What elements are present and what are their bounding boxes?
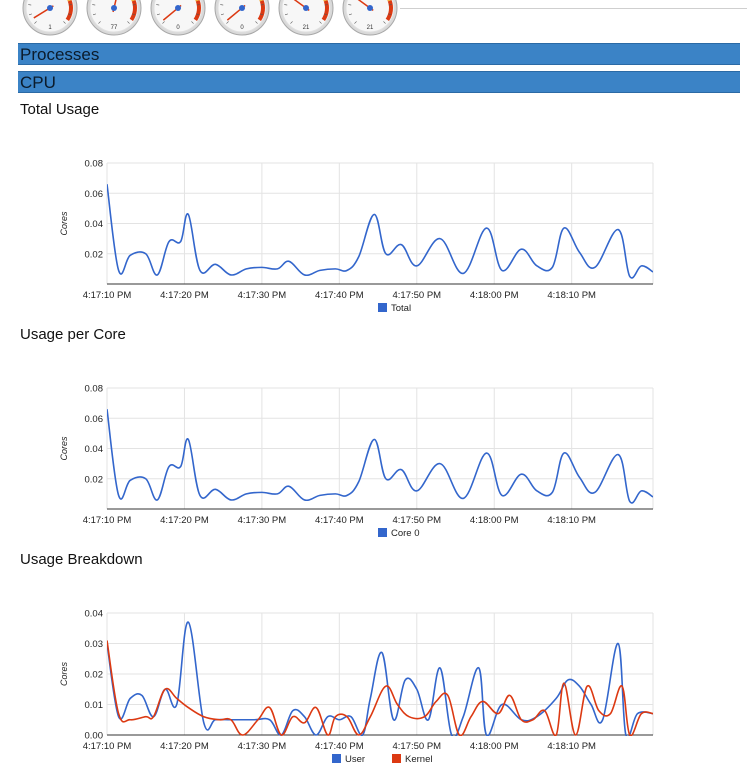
cpu-gauge: 21 xyxy=(278,0,334,36)
chart-usage-breakdown: 4:17:10 PM 4:17:20 PM 4:17:30 PM 4:17:40 PM… xyxy=(59,609,654,765)
x-tick-label: 4:17:10 PM xyxy=(83,515,132,526)
x-tick-label: 4:17:20 PM xyxy=(160,741,209,752)
x-tick-label: 4:17:50 PM xyxy=(392,741,441,752)
x-tick-label: 4:18:00 PM xyxy=(470,741,519,752)
cpu-gauge: 0 xyxy=(150,0,206,36)
y-tick-label: 0.04 xyxy=(85,219,104,230)
x-tick-label: 4:17:40 PM xyxy=(315,515,364,526)
legend-label: Kernel xyxy=(405,754,432,765)
y-tick-label: 0.04 xyxy=(85,444,104,455)
y-tick-label: 0.04 xyxy=(85,609,104,620)
series-line-kernel xyxy=(107,640,653,736)
gauge-value-label: 0 xyxy=(240,25,244,31)
cpu-gauge: 21 xyxy=(342,0,398,36)
legend-swatch xyxy=(332,754,341,763)
x-tick-label: 4:17:20 PM xyxy=(160,290,209,301)
y-axis-label: Cores xyxy=(59,436,69,461)
x-tick-label: 4:17:30 PM xyxy=(238,741,287,752)
chart-title-usage-breakdown: Usage Breakdown xyxy=(20,551,143,568)
section-cpu[interactable]: CPU xyxy=(18,71,740,93)
x-tick-label: 4:18:10 PM xyxy=(547,741,596,752)
cpu-gauge: 77 xyxy=(86,0,142,36)
series-line-total xyxy=(107,184,653,279)
x-tick-label: 4:17:50 PM xyxy=(392,290,441,301)
series-line-core-0 xyxy=(107,409,653,504)
x-tick-label: 4:17:50 PM xyxy=(392,515,441,526)
series-line-user xyxy=(107,621,653,736)
y-tick-label: 0.08 xyxy=(85,384,104,395)
y-tick-label: 0.06 xyxy=(85,414,104,425)
chart-title-usage-per-core: Usage per Core xyxy=(20,326,126,343)
x-tick-label: 4:18:10 PM xyxy=(547,515,596,526)
legend-label: Core 0 xyxy=(391,528,420,539)
y-tick-label: 0.02 xyxy=(85,249,104,260)
y-tick-label: 0.06 xyxy=(85,189,104,200)
gauge-value-label: 1 xyxy=(48,25,52,31)
chart-usage-per-core: 4:17:10 PM 4:17:20 PM 4:17:30 PM 4:17:40 PM… xyxy=(59,384,654,539)
chart-title-total-usage: Total Usage xyxy=(20,101,100,118)
cpu-gauge: 0 xyxy=(214,0,270,36)
x-tick-label: 4:18:10 PM xyxy=(547,290,596,301)
cpu-gauge: 1 xyxy=(22,0,78,36)
legend-label: Total xyxy=(391,303,411,314)
gauge-value-label: 21 xyxy=(303,25,310,31)
section-processes[interactable]: Processes xyxy=(18,43,740,65)
gauge-strip: 1 77 0 0 21 21 xyxy=(20,0,420,40)
y-tick-label: 0.02 xyxy=(85,474,104,485)
window-edge-line xyxy=(400,8,747,9)
legend-label: User xyxy=(345,754,365,765)
gauge-value-label: 77 xyxy=(111,25,118,31)
x-tick-label: 4:18:00 PM xyxy=(470,515,519,526)
legend-swatch xyxy=(392,754,401,763)
x-tick-label: 4:17:40 PM xyxy=(315,741,364,752)
gauge-value-label: 0 xyxy=(176,25,180,31)
legend-swatch xyxy=(378,528,387,537)
legend-swatch xyxy=(378,303,387,312)
chart-total-usage: 4:17:10 PM 4:17:20 PM 4:17:30 PM 4:17:40 PM… xyxy=(59,159,654,314)
x-tick-label: 4:17:40 PM xyxy=(315,290,364,301)
x-tick-label: 4:17:10 PM xyxy=(83,290,132,301)
y-tick-label: 0.01 xyxy=(85,700,104,711)
y-axis-label: Cores xyxy=(59,211,69,236)
x-tick-label: 4:17:30 PM xyxy=(238,290,287,301)
y-tick-label: 0.03 xyxy=(85,639,104,650)
x-tick-label: 4:18:00 PM xyxy=(470,290,519,301)
x-tick-label: 4:17:10 PM xyxy=(83,741,132,752)
gauge-value-label: 21 xyxy=(367,25,374,31)
y-axis-label: Cores xyxy=(59,662,69,687)
y-tick-label: 0.00 xyxy=(85,731,104,742)
y-tick-label: 0.02 xyxy=(85,670,104,681)
y-tick-label: 0.08 xyxy=(85,159,104,170)
x-tick-label: 4:17:30 PM xyxy=(238,515,287,526)
x-tick-label: 4:17:20 PM xyxy=(160,515,209,526)
